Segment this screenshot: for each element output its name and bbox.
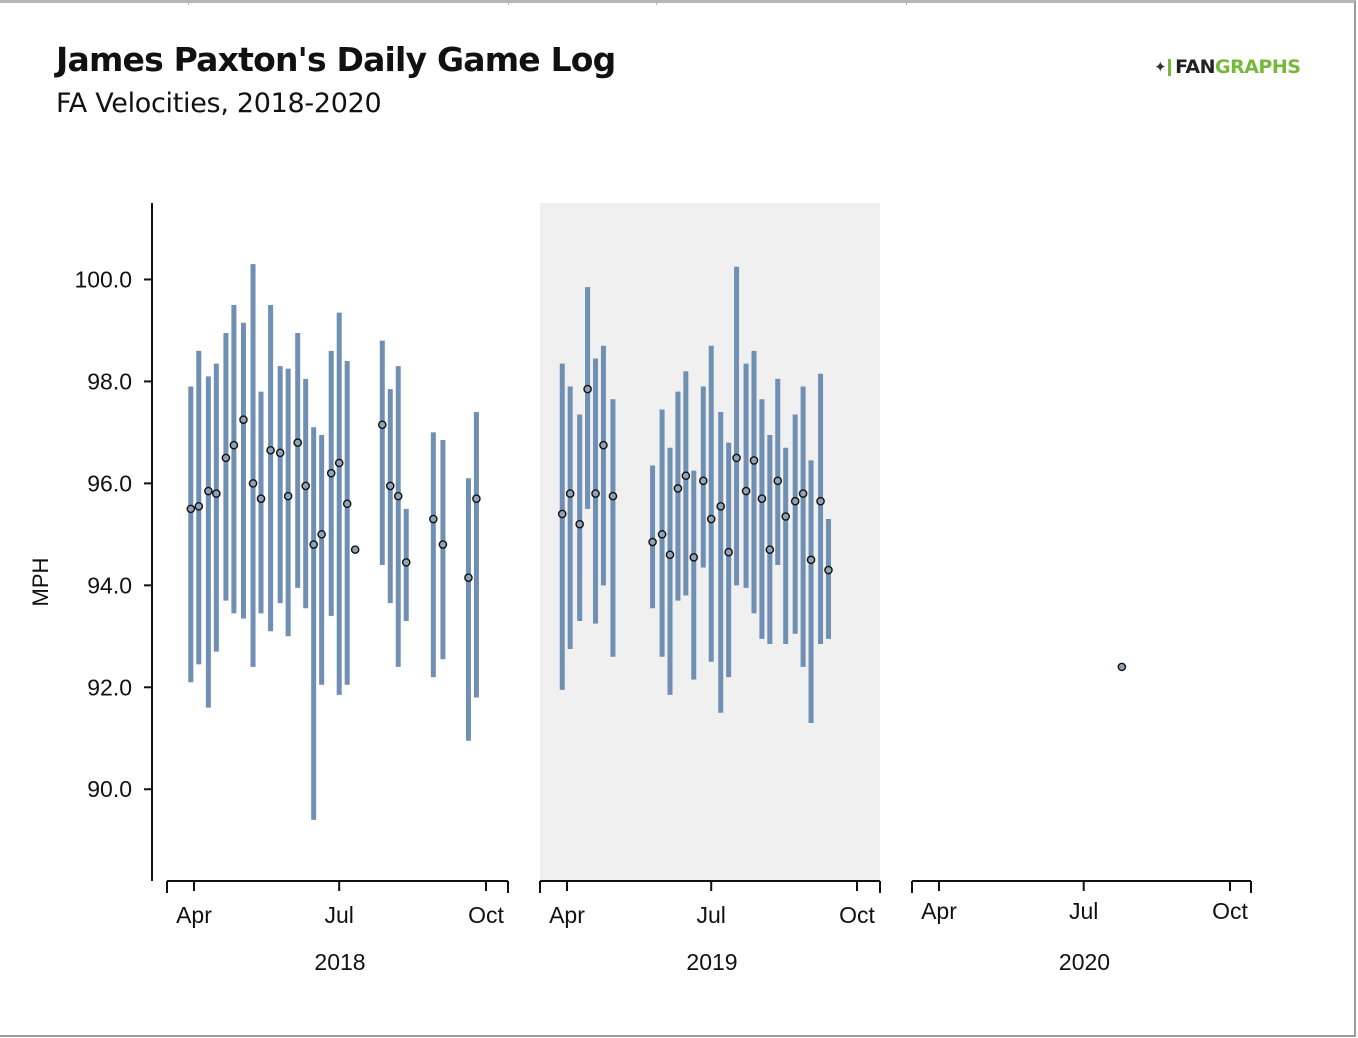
velocity-avg-point — [248, 479, 258, 488]
logo-mark-icon: ✦ — [1154, 58, 1167, 76]
velocity-avg-point — [309, 540, 318, 549]
panel-year-label: 2020 — [1059, 949, 1110, 975]
velocity-avg-point — [342, 499, 352, 509]
velocity-avg-point — [401, 558, 411, 567]
velocity-avg-point — [221, 453, 231, 463]
velocity-avg-point — [765, 545, 775, 554]
chart-subtitle: FA Velocities, 2018-2020 — [56, 88, 382, 119]
velocity-avg-point — [204, 486, 213, 496]
velocity-avg-point — [283, 491, 293, 501]
velocity-avg-point — [716, 502, 726, 511]
y-tick-label: 100.0 — [74, 266, 132, 292]
velocity-avg-point — [377, 420, 387, 430]
velocity-avg-point — [212, 489, 221, 498]
velocity-avg-point — [824, 565, 833, 575]
top-border-ticks — [0, 0, 1358, 6]
velocity-avg-point — [689, 552, 699, 562]
velocity-avg-point — [706, 514, 716, 524]
velocity-avg-point — [575, 519, 584, 529]
velocity-avg-point — [317, 530, 326, 539]
y-tick-label: 96.0 — [87, 470, 132, 496]
velocity-avg-point — [266, 445, 275, 455]
velocity-avg-point — [275, 448, 285, 458]
velocity-avg-point — [781, 512, 790, 521]
velocity-avg-point — [673, 484, 683, 493]
velocity-avg-point — [464, 573, 473, 582]
velocity-avg-point — [472, 494, 481, 503]
velocity-avg-point — [773, 476, 783, 486]
velocity-avg-point — [326, 468, 336, 478]
velocity-avg-point — [429, 514, 438, 524]
velocity-avg-point — [194, 502, 204, 511]
velocity-avg-point — [681, 471, 691, 481]
velocity-avg-point — [293, 438, 303, 447]
velocity-avg-point — [565, 489, 575, 498]
panel-year-label: 2019 — [686, 949, 737, 975]
x-tick-label: Apr — [176, 902, 212, 928]
velocity-avg-point — [741, 486, 751, 496]
y-tick-label: 94.0 — [87, 572, 132, 598]
velocity-avg-point — [608, 491, 618, 501]
x-tick-label: Oct — [468, 902, 504, 928]
velocity-avg-point — [757, 494, 767, 503]
velocity-avg-point — [798, 489, 808, 498]
y-tick-label: 90.0 — [87, 776, 132, 802]
x-tick-label: Apr — [549, 902, 585, 928]
velocity-avg-point — [229, 440, 239, 450]
x-tick-label: Apr — [921, 898, 957, 924]
x-tick-label: Jul — [324, 902, 353, 928]
velocity-avg-point — [350, 545, 360, 554]
velocity-avg-point — [1117, 662, 1127, 672]
velocity-avg-point — [790, 496, 800, 506]
logo-text-graphs: GRAPHS — [1214, 56, 1301, 78]
velocity-avg-point — [599, 440, 608, 450]
velocity-avg-point — [334, 458, 344, 468]
logo-bar-icon — [1168, 58, 1172, 76]
fangraphs-logo: ✦ FAN GRAPHS — [1154, 56, 1301, 78]
velocity-avg-point — [256, 494, 266, 503]
velocity-avg-point — [591, 489, 600, 498]
velocity-avg-point — [816, 496, 825, 506]
velocity-avg-point — [657, 530, 667, 539]
velocity-avg-point — [239, 415, 248, 424]
chart-title: James Paxton's Daily Game Log — [56, 40, 616, 79]
x-tick-label: Jul — [697, 902, 726, 928]
velocity-avg-point — [724, 547, 733, 557]
velocity-avg-point — [385, 481, 395, 491]
x-tick-label: Oct — [1212, 898, 1248, 924]
velocity-avg-point — [186, 504, 196, 514]
x-tick-label: Oct — [839, 902, 875, 928]
velocity-avg-point — [749, 456, 759, 465]
y-tick-label: 92.0 — [87, 674, 132, 700]
velocity-avg-point — [732, 453, 741, 463]
velocity-avg-point — [698, 476, 708, 486]
y-tick-label: 98.0 — [87, 368, 132, 394]
y-axis-title: MPH — [28, 558, 53, 607]
velocity-avg-point — [648, 537, 657, 547]
velocity-avg-point — [301, 481, 310, 491]
x-tick-label: Jul — [1069, 898, 1098, 924]
velocity-avg-point — [438, 540, 448, 549]
velocity-avg-point — [393, 491, 403, 501]
velocity-avg-point — [806, 555, 816, 565]
velocity-avg-point — [557, 509, 567, 519]
velocity-avg-point — [583, 384, 592, 394]
panel-year-label: 2018 — [314, 949, 365, 975]
logo-text-fan: FAN — [1175, 56, 1215, 78]
velocity-avg-point — [665, 550, 675, 560]
